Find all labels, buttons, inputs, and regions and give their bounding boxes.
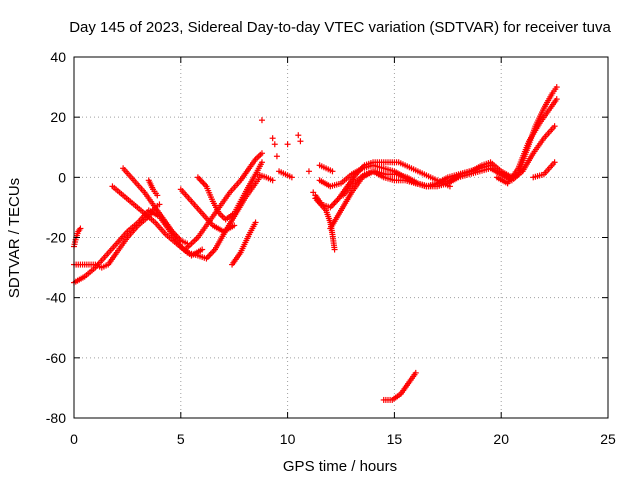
series-track-k — [254, 171, 276, 184]
data-point-plus — [269, 135, 276, 142]
data-point-plus — [77, 225, 84, 232]
x-tick-label: 0 — [70, 431, 78, 447]
x-tick-label: 20 — [493, 431, 509, 447]
data-point-plus — [154, 192, 161, 199]
data-point-plus — [231, 222, 238, 229]
series-track-a — [71, 207, 206, 286]
series-track-h — [177, 186, 238, 235]
chart-title: Day 145 of 2023, Sidereal Day-to-day VTE… — [69, 19, 611, 36]
data-point-plus — [310, 189, 317, 196]
series-track-g — [182, 150, 265, 253]
series-track-s — [493, 96, 560, 187]
data-point-plus — [258, 117, 265, 124]
data-point-plus — [305, 168, 312, 175]
data-point-plus — [156, 201, 163, 208]
x-tick-label: 5 — [177, 431, 185, 447]
series-track-u — [380, 369, 419, 403]
data-point-plus — [273, 153, 280, 160]
data-point-plus — [331, 246, 338, 253]
grid — [74, 57, 608, 418]
data-point-plus — [288, 174, 295, 181]
data-point-plus — [271, 141, 278, 148]
y-tick-label: 0 — [58, 169, 66, 185]
x-tick-label: 10 — [280, 431, 296, 447]
data-point-plus — [329, 168, 336, 175]
data-points — [71, 84, 560, 403]
series-track-c — [71, 225, 84, 250]
data-point-plus — [258, 150, 265, 157]
data-point-plus — [553, 84, 560, 91]
series-track-e — [120, 165, 191, 247]
data-point-plus — [412, 369, 419, 376]
y-tick-label: -60 — [46, 350, 66, 366]
series-track-l — [276, 168, 295, 181]
series-track-p — [316, 162, 336, 175]
data-point-plus — [295, 132, 302, 139]
data-point-plus — [258, 159, 265, 166]
data-point-plus — [551, 123, 558, 130]
x-axis-label: GPS time / hours — [283, 458, 397, 475]
axis-ticks: 0 5 10 15 20 25 -80 -60 -40 -20 0 20 40 — [46, 49, 616, 447]
x-tick-label: 25 — [600, 431, 616, 447]
data-point-plus — [553, 96, 560, 103]
series-track-d — [109, 174, 263, 262]
y-tick-label: -40 — [46, 290, 66, 306]
y-axis-label: SDTVAR / TECUs — [6, 178, 23, 298]
data-point-plus — [284, 141, 291, 148]
y-tick-label: -20 — [46, 230, 66, 246]
data-point-plus — [269, 177, 276, 184]
y-tick-label: 40 — [50, 49, 66, 65]
y-tick-label: 20 — [50, 109, 66, 125]
y-tick-label: -80 — [46, 410, 66, 426]
data-point-plus — [551, 159, 558, 166]
data-point-plus — [199, 246, 206, 253]
data-point-plus — [297, 138, 304, 145]
series-track-j — [229, 219, 259, 268]
data-point-plus — [252, 219, 259, 226]
series-track-t — [530, 159, 558, 181]
x-tick-label: 15 — [387, 431, 403, 447]
series-track-b — [71, 201, 163, 271]
series-track-f — [145, 177, 161, 199]
series-isolated-points — [258, 117, 317, 196]
